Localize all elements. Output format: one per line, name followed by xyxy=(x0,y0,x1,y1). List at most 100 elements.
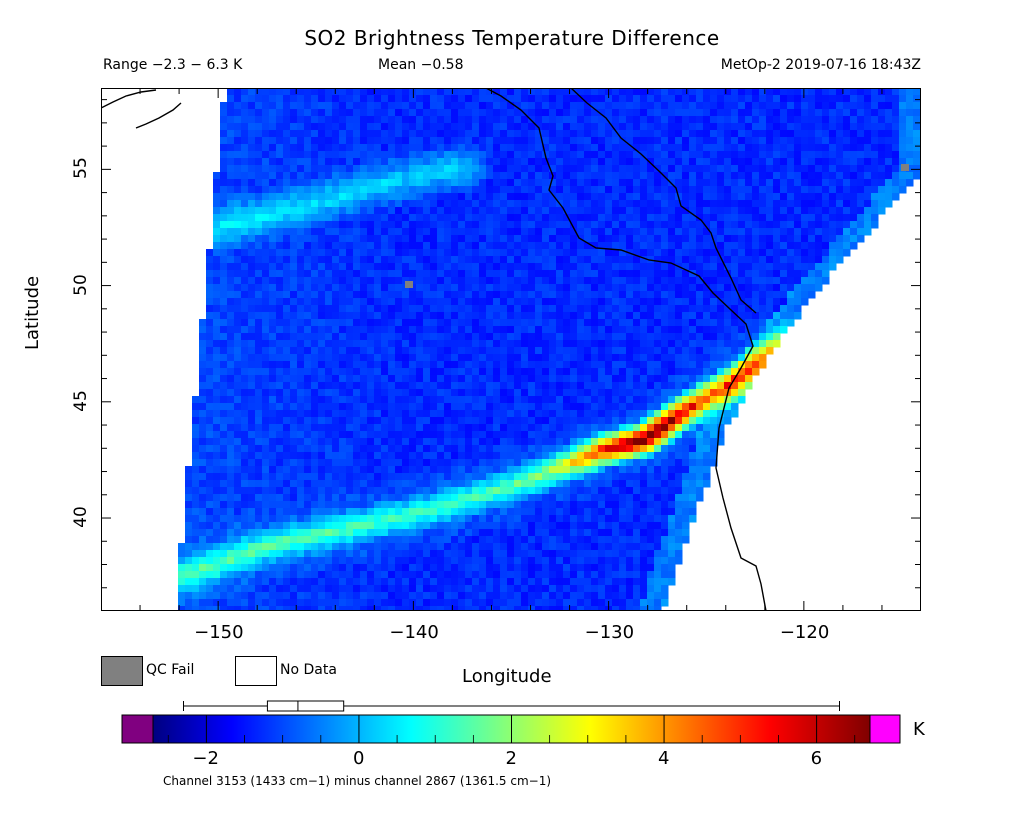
heatmap-cell xyxy=(465,242,473,250)
heatmap-cell xyxy=(451,179,459,187)
heatmap-cell xyxy=(486,144,494,152)
heatmap-cell xyxy=(283,340,291,348)
heatmap-cell xyxy=(584,130,592,138)
heatmap-cell xyxy=(318,179,326,187)
heatmap-cell xyxy=(787,298,795,306)
heatmap-cell xyxy=(619,326,627,334)
heatmap-cell xyxy=(199,326,207,334)
heatmap-cell xyxy=(766,277,774,285)
heatmap-cell xyxy=(640,137,648,145)
heatmap-cell xyxy=(507,207,515,215)
heatmap-cell xyxy=(479,466,487,474)
heatmap-cell xyxy=(584,403,592,411)
heatmap-cell xyxy=(514,431,522,439)
heatmap-cell xyxy=(801,284,809,292)
heatmap-cell xyxy=(689,354,697,362)
heatmap-cell xyxy=(626,95,634,103)
heatmap-cell xyxy=(829,256,837,264)
heatmap-cell xyxy=(493,431,501,439)
heatmap-cell xyxy=(654,291,662,299)
heatmap-cell xyxy=(262,109,270,117)
heatmap-cell xyxy=(745,144,753,152)
heatmap-cell xyxy=(577,431,585,439)
heatmap-cell xyxy=(647,312,655,320)
heatmap-cell xyxy=(500,88,508,96)
heatmap-cell xyxy=(556,312,564,320)
heatmap-cell xyxy=(311,298,319,306)
heatmap-cell xyxy=(724,312,732,320)
heatmap-cell xyxy=(423,361,431,369)
heatmap-cell xyxy=(500,438,508,446)
heatmap-cell xyxy=(479,375,487,383)
heatmap-cell xyxy=(423,382,431,390)
heatmap-cell xyxy=(346,480,354,488)
heatmap-cell xyxy=(472,270,480,278)
heatmap-cell xyxy=(864,193,872,201)
heatmap-cell xyxy=(591,200,599,208)
heatmap-cell xyxy=(542,123,550,131)
heatmap-cell xyxy=(311,333,319,341)
heatmap-cell xyxy=(668,396,676,404)
heatmap-cell xyxy=(738,284,746,292)
heatmap-cell xyxy=(689,291,697,299)
heatmap-cell xyxy=(542,179,550,187)
heatmap-cell xyxy=(472,123,480,131)
heatmap-cell xyxy=(367,165,375,173)
heatmap-cell xyxy=(213,263,221,271)
heatmap-cell xyxy=(542,354,550,362)
heatmap-cell xyxy=(402,431,410,439)
heatmap-cell xyxy=(374,186,382,194)
heatmap-cell xyxy=(521,193,529,201)
heatmap-cell xyxy=(353,417,361,425)
heatmap-cell xyxy=(332,228,340,236)
heatmap-cell xyxy=(521,312,529,320)
heatmap-cell xyxy=(430,277,438,285)
heatmap-cell xyxy=(430,382,438,390)
heatmap-cell xyxy=(668,403,676,411)
heatmap-cell xyxy=(360,382,368,390)
mean-text: Mean −0.58 xyxy=(378,57,464,73)
heatmap-cell xyxy=(325,193,333,201)
heatmap-cell xyxy=(633,389,641,397)
heatmap-cell xyxy=(591,319,599,327)
heatmap-cell xyxy=(423,123,431,131)
heatmap-cell xyxy=(388,389,396,397)
heatmap-cell xyxy=(773,291,781,299)
heatmap-cell xyxy=(311,123,319,131)
heatmap-cell xyxy=(619,88,627,96)
heatmap-cell xyxy=(479,417,487,425)
heatmap-cell xyxy=(717,186,725,194)
heatmap-cell xyxy=(773,109,781,117)
heatmap-cell xyxy=(780,186,788,194)
heatmap-cell xyxy=(409,88,417,96)
heatmap-cell xyxy=(745,298,753,306)
heatmap-cell xyxy=(710,270,718,278)
heatmap-cell xyxy=(829,158,837,166)
heatmap-cell xyxy=(283,459,291,467)
heatmap-cell xyxy=(780,263,788,271)
heatmap-cell xyxy=(766,305,774,313)
heatmap-cell xyxy=(689,459,697,467)
heatmap-cell xyxy=(857,186,865,194)
heatmap-cell xyxy=(325,235,333,243)
heatmap-cell xyxy=(409,102,417,110)
heatmap-cell xyxy=(773,228,781,236)
heatmap-cell xyxy=(493,130,501,138)
heatmap-cell xyxy=(437,270,445,278)
heatmap-cell xyxy=(906,123,914,131)
heatmap-cell xyxy=(752,235,760,243)
heatmap-cell xyxy=(647,277,655,285)
heatmap-cell xyxy=(346,200,354,208)
heatmap-cell xyxy=(360,466,368,474)
heatmap-cell xyxy=(773,165,781,173)
heatmap-cell xyxy=(507,165,515,173)
heatmap-cell xyxy=(430,172,438,180)
heatmap-cell xyxy=(745,95,753,103)
heatmap-cell xyxy=(360,312,368,320)
heatmap-cell xyxy=(465,438,473,446)
heatmap-cell xyxy=(402,326,410,334)
heatmap-cell xyxy=(675,305,683,313)
heatmap-cell xyxy=(850,228,858,236)
heatmap-cell xyxy=(248,263,256,271)
heatmap-cell xyxy=(388,396,396,404)
